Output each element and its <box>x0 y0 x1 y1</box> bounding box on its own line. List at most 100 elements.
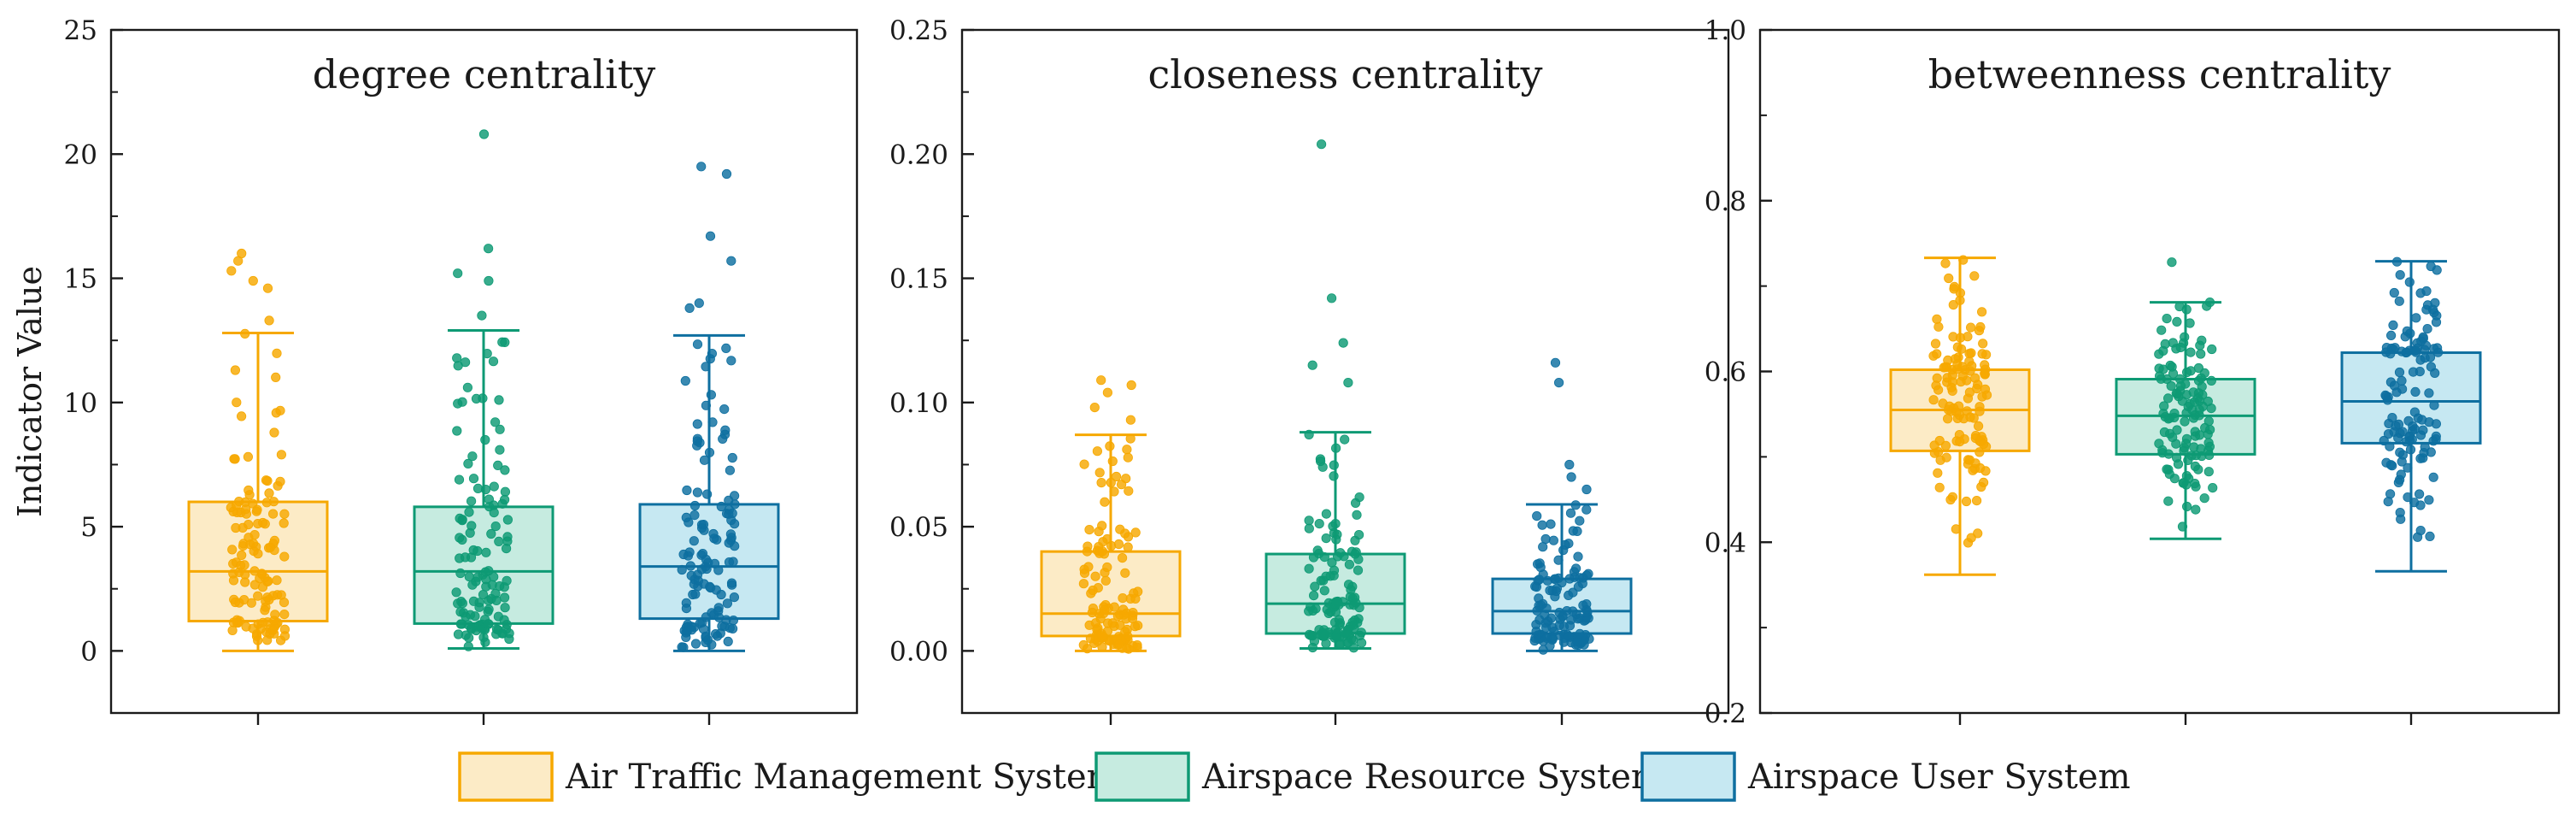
data-point <box>262 475 273 486</box>
data-point <box>1341 628 1351 639</box>
data-point <box>1314 518 1324 529</box>
data-point <box>2165 360 2175 371</box>
data-point <box>501 543 512 554</box>
data-point <box>1955 436 1965 447</box>
legend-swatch <box>1094 751 1190 802</box>
data-point <box>1115 524 1125 534</box>
data-point <box>2415 489 2425 499</box>
data-point <box>478 632 489 643</box>
data-point <box>2173 459 2184 469</box>
data-point <box>2194 430 2204 440</box>
data-point <box>499 582 509 592</box>
data-point <box>1124 486 1134 496</box>
data-point <box>1109 486 1119 497</box>
data-point <box>267 509 279 519</box>
data-point <box>241 504 251 515</box>
data-point <box>2410 386 2421 397</box>
data-point <box>1964 387 1975 398</box>
data-point <box>2430 368 2440 378</box>
data-point <box>1975 406 1985 416</box>
data-point <box>276 590 286 600</box>
data-point <box>686 570 696 580</box>
y-tick-label: 1.0 <box>1705 15 1746 46</box>
data-point <box>707 348 718 359</box>
data-point <box>2196 349 2206 359</box>
data-point <box>698 519 709 530</box>
data-point <box>725 465 736 475</box>
data-point <box>1581 484 1592 495</box>
data-point <box>1545 585 1555 596</box>
data-point <box>1568 526 1578 536</box>
data-point <box>262 635 273 645</box>
data-point <box>486 528 496 539</box>
data-point <box>724 504 735 515</box>
data-point <box>226 266 237 276</box>
data-point <box>1573 581 1584 592</box>
data-point <box>1967 361 1977 371</box>
data-point <box>1352 510 1362 520</box>
data-point <box>2184 474 2194 484</box>
y-tick-label: 0.00 <box>889 636 948 667</box>
data-point <box>1930 339 1941 349</box>
panel-title: closeness centrality <box>1147 51 1542 97</box>
data-point <box>2190 461 2200 472</box>
box-3 <box>1491 357 1633 655</box>
data-point <box>1581 504 1592 515</box>
data-point <box>2418 425 2428 435</box>
data-point <box>1102 387 1113 398</box>
data-point <box>1321 533 1331 544</box>
data-point <box>680 375 690 386</box>
data-point <box>1088 585 1098 596</box>
box-2 <box>1265 139 1406 653</box>
data-point <box>729 519 740 529</box>
data-point <box>729 592 740 603</box>
data-point <box>1928 395 1939 405</box>
data-point <box>1096 375 1106 386</box>
data-point <box>261 498 272 508</box>
data-point <box>692 487 703 498</box>
data-point <box>230 454 240 464</box>
data-point <box>689 536 699 546</box>
legend-swatch <box>1640 751 1736 802</box>
data-point <box>2397 375 2407 386</box>
data-point <box>1947 492 1957 502</box>
data-point <box>227 545 238 555</box>
box-2 <box>413 129 555 651</box>
data-point <box>1573 614 1583 624</box>
data-point <box>237 248 247 259</box>
data-point <box>1107 456 1118 467</box>
data-point <box>1980 360 1990 370</box>
data-point <box>1946 382 1957 392</box>
data-point <box>252 504 262 515</box>
panel-1: degree centrality 0 5 10 15 20 25 <box>64 15 859 725</box>
panel-3: betweenness centrality 0.2 0.4 0.6 0.8 1.0 <box>1705 15 2561 729</box>
data-point <box>228 617 238 628</box>
data-point <box>2391 256 2403 267</box>
data-point <box>707 417 718 427</box>
box-3 <box>2340 256 2482 573</box>
data-point <box>240 328 250 339</box>
data-point <box>2159 427 2169 438</box>
data-point <box>243 451 253 463</box>
data-point <box>2203 438 2214 448</box>
data-point <box>729 491 740 501</box>
data-point <box>1100 497 1110 507</box>
data-point <box>704 447 715 457</box>
data-point <box>1343 377 1353 388</box>
data-point <box>1331 631 1341 642</box>
data-point <box>494 536 504 547</box>
data-point <box>1107 618 1118 628</box>
data-point <box>1957 344 1967 354</box>
data-point <box>2410 345 2421 356</box>
data-point <box>2185 318 2195 328</box>
data-point <box>2172 425 2182 435</box>
data-point <box>2422 323 2432 334</box>
data-point <box>692 419 702 429</box>
data-point <box>1562 605 1572 616</box>
data-point <box>2180 416 2190 427</box>
data-point <box>2164 468 2174 480</box>
data-point <box>1102 562 1112 573</box>
data-point <box>478 129 490 139</box>
data-point <box>253 635 263 645</box>
data-point <box>1540 610 1550 621</box>
